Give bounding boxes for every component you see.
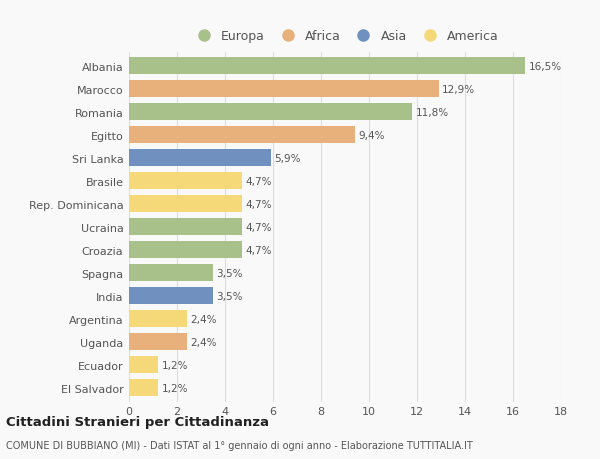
Bar [129,334,187,350]
Text: 12,9%: 12,9% [442,84,475,95]
Text: 5,9%: 5,9% [274,153,301,163]
Text: 9,4%: 9,4% [358,130,385,140]
Text: 11,8%: 11,8% [416,107,449,118]
Bar [129,288,213,304]
Bar [129,265,213,281]
Text: 3,5%: 3,5% [217,291,243,301]
Bar [129,104,412,121]
Text: COMUNE DI BUBBIANO (MI) - Dati ISTAT al 1° gennaio di ogni anno - Elaborazione T: COMUNE DI BUBBIANO (MI) - Dati ISTAT al … [6,440,473,450]
Bar [129,357,158,373]
Bar [129,242,242,258]
Bar [129,380,158,396]
Text: 4,7%: 4,7% [245,222,272,232]
Text: 2,4%: 2,4% [190,314,217,324]
Text: 1,2%: 1,2% [161,383,188,393]
Text: 2,4%: 2,4% [190,337,217,347]
Bar [129,311,187,327]
Bar [129,81,439,98]
Text: 4,7%: 4,7% [245,199,272,209]
Bar [129,150,271,167]
Text: 4,7%: 4,7% [245,176,272,186]
Text: 1,2%: 1,2% [161,360,188,370]
Bar [129,173,242,190]
Text: 3,5%: 3,5% [217,268,243,278]
Legend: Europa, Africa, Asia, America: Europa, Africa, Asia, America [191,30,499,43]
Text: Cittadini Stranieri per Cittadinanza: Cittadini Stranieri per Cittadinanza [6,415,269,428]
Text: 16,5%: 16,5% [529,62,562,72]
Bar [129,219,242,235]
Bar [129,127,355,144]
Text: 4,7%: 4,7% [245,245,272,255]
Bar [129,58,525,75]
Bar [129,196,242,213]
